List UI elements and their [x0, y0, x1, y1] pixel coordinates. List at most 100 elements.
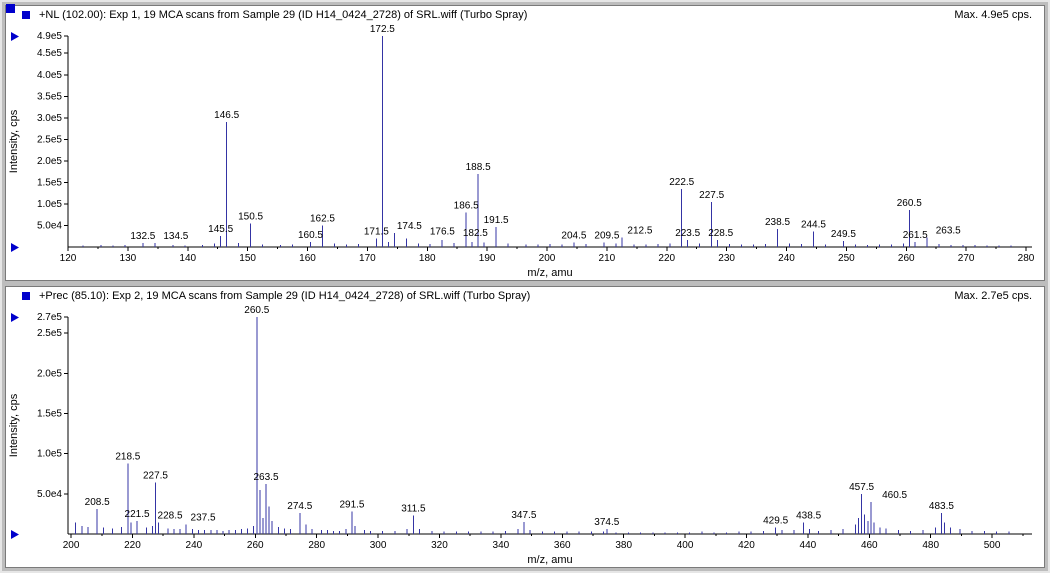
y-axis-slider-bottom-icon[interactable]: [11, 530, 19, 539]
svg-text:208.5: 208.5: [85, 497, 110, 508]
svg-text:1.0e5: 1.0e5: [37, 199, 62, 210]
svg-text:2.5e5: 2.5e5: [37, 134, 62, 145]
svg-text:260: 260: [247, 540, 264, 551]
svg-text:280: 280: [1018, 253, 1035, 264]
minor-peaks: [82, 241, 1012, 247]
svg-text:1.5e5: 1.5e5: [37, 177, 62, 188]
pane-header: +Prec (85.10): Exp 2, 19 MCA scans from …: [6, 287, 1044, 304]
svg-text:174.5: 174.5: [397, 221, 422, 232]
svg-text:228.5: 228.5: [158, 511, 183, 522]
svg-text:374.5: 374.5: [594, 517, 619, 528]
svg-text:500: 500: [984, 540, 1001, 551]
svg-text:320: 320: [431, 540, 448, 551]
axes: 120 130 140 150 160 170 180 190 200 210 220 230 240 2…: [37, 31, 1035, 264]
svg-text:150: 150: [239, 253, 256, 264]
svg-text:1.5e5: 1.5e5: [37, 408, 62, 419]
svg-text:270: 270: [958, 253, 975, 264]
svg-text:457.5: 457.5: [849, 482, 874, 493]
svg-text:171.5: 171.5: [364, 226, 389, 237]
svg-text:2.5e5: 2.5e5: [37, 328, 62, 339]
svg-text:227.5: 227.5: [699, 190, 724, 201]
x-axis-title: m/z, amu: [527, 267, 572, 279]
svg-text:260.5: 260.5: [897, 198, 922, 209]
svg-text:240: 240: [186, 540, 203, 551]
svg-text:2.7e5: 2.7e5: [37, 312, 62, 323]
y-axis-slider-top-icon[interactable]: [11, 313, 19, 322]
svg-text:360: 360: [554, 540, 571, 551]
svg-text:4.5e5: 4.5e5: [37, 48, 62, 59]
svg-text:132.5: 132.5: [130, 231, 155, 242]
svg-text:230: 230: [718, 253, 735, 264]
svg-text:160.5: 160.5: [298, 230, 323, 241]
svg-text:5.0e4: 5.0e4: [37, 489, 62, 500]
spectrum-plot-2[interactable]: 200 220 240 260 280 300 320 340 360 380 400 420 440 4…: [6, 304, 1042, 567]
svg-text:220: 220: [124, 540, 141, 551]
svg-text:250: 250: [838, 253, 855, 264]
svg-text:4.0e5: 4.0e5: [37, 70, 62, 81]
svg-text:260.5: 260.5: [244, 305, 269, 316]
svg-text:162.5: 162.5: [310, 213, 335, 224]
max-intensity-label: Max. 4.9e5 cps.: [954, 8, 1032, 21]
y-axis-slider-top-icon[interactable]: [11, 32, 19, 41]
svg-text:420: 420: [738, 540, 755, 551]
peaks: [96, 317, 942, 534]
svg-text:200: 200: [63, 540, 80, 551]
svg-text:3.5e5: 3.5e5: [37, 91, 62, 102]
svg-text:160: 160: [299, 253, 316, 264]
svg-text:172.5: 172.5: [370, 24, 395, 35]
svg-text:228.5: 228.5: [708, 228, 733, 239]
svg-text:274.5: 274.5: [287, 501, 312, 512]
svg-text:140: 140: [179, 253, 196, 264]
y-axis-title: Intensity, cps: [8, 109, 20, 173]
svg-text:480: 480: [922, 540, 939, 551]
spectrum-pane-1: +NL (102.00): Exp 1, 19 MCA scans from S…: [5, 5, 1045, 281]
pane-header: +NL (102.00): Exp 1, 19 MCA scans from S…: [6, 6, 1044, 23]
spectrum-pane-2: +Prec (85.10): Exp 2, 19 MCA scans from …: [5, 286, 1045, 568]
axes: 200 220 240 260 280 300 320 340 360 380 400 420 440 4…: [37, 312, 1032, 551]
svg-text:223.5: 223.5: [675, 228, 700, 239]
svg-text:238.5: 238.5: [765, 217, 790, 228]
svg-text:460: 460: [861, 540, 878, 551]
y-axis-slider-bottom-icon[interactable]: [11, 243, 19, 252]
peak-labels: 208.5 218.5 221.5 227.5 228.5 237.5 260.5 263.5…: [85, 305, 955, 528]
svg-text:204.5: 204.5: [561, 230, 586, 241]
svg-text:340: 340: [493, 540, 510, 551]
svg-text:380: 380: [615, 540, 632, 551]
svg-text:2.0e5: 2.0e5: [37, 156, 62, 167]
pane-title: +Prec (85.10): Exp 2, 19 MCA scans from …: [39, 289, 531, 302]
svg-text:221.5: 221.5: [125, 509, 150, 520]
svg-text:186.5: 186.5: [454, 201, 479, 212]
svg-text:176.5: 176.5: [430, 226, 455, 237]
svg-text:263.5: 263.5: [254, 472, 279, 483]
svg-text:120: 120: [60, 253, 77, 264]
pane-title: +NL (102.00): Exp 1, 19 MCA scans from S…: [39, 8, 528, 21]
svg-text:190: 190: [479, 253, 496, 264]
svg-text:210: 210: [599, 253, 616, 264]
svg-text:440: 440: [800, 540, 817, 551]
svg-text:400: 400: [677, 540, 694, 551]
svg-text:3.0e5: 3.0e5: [37, 113, 62, 124]
svg-text:244.5: 244.5: [801, 219, 826, 230]
svg-text:188.5: 188.5: [466, 162, 491, 173]
svg-text:222.5: 222.5: [669, 177, 694, 188]
svg-text:291.5: 291.5: [339, 499, 364, 510]
svg-text:237.5: 237.5: [191, 512, 216, 523]
max-intensity-label: Max. 2.7e5 cps.: [954, 289, 1032, 302]
pane-color-square-icon: [22, 291, 30, 300]
svg-text:263.5: 263.5: [936, 226, 961, 237]
svg-text:429.5: 429.5: [763, 516, 788, 527]
svg-text:170: 170: [359, 253, 376, 264]
svg-text:212.5: 212.5: [627, 226, 652, 237]
svg-text:1.0e5: 1.0e5: [37, 449, 62, 460]
svg-text:5.0e4: 5.0e4: [37, 220, 62, 231]
svg-text:260: 260: [898, 253, 915, 264]
svg-text:200: 200: [539, 253, 556, 264]
spectrum-plot-1[interactable]: 120 130 140 150 160 170 180 190 200 210 220 230 240 2…: [6, 23, 1042, 280]
window-pane-selector-icon[interactable]: [6, 4, 15, 13]
svg-text:182.5: 182.5: [463, 228, 488, 239]
svg-text:311.5: 311.5: [401, 504, 426, 515]
svg-text:130: 130: [120, 253, 137, 264]
svg-text:261.5: 261.5: [903, 230, 928, 241]
x-axis-title: m/z, amu: [527, 554, 572, 566]
